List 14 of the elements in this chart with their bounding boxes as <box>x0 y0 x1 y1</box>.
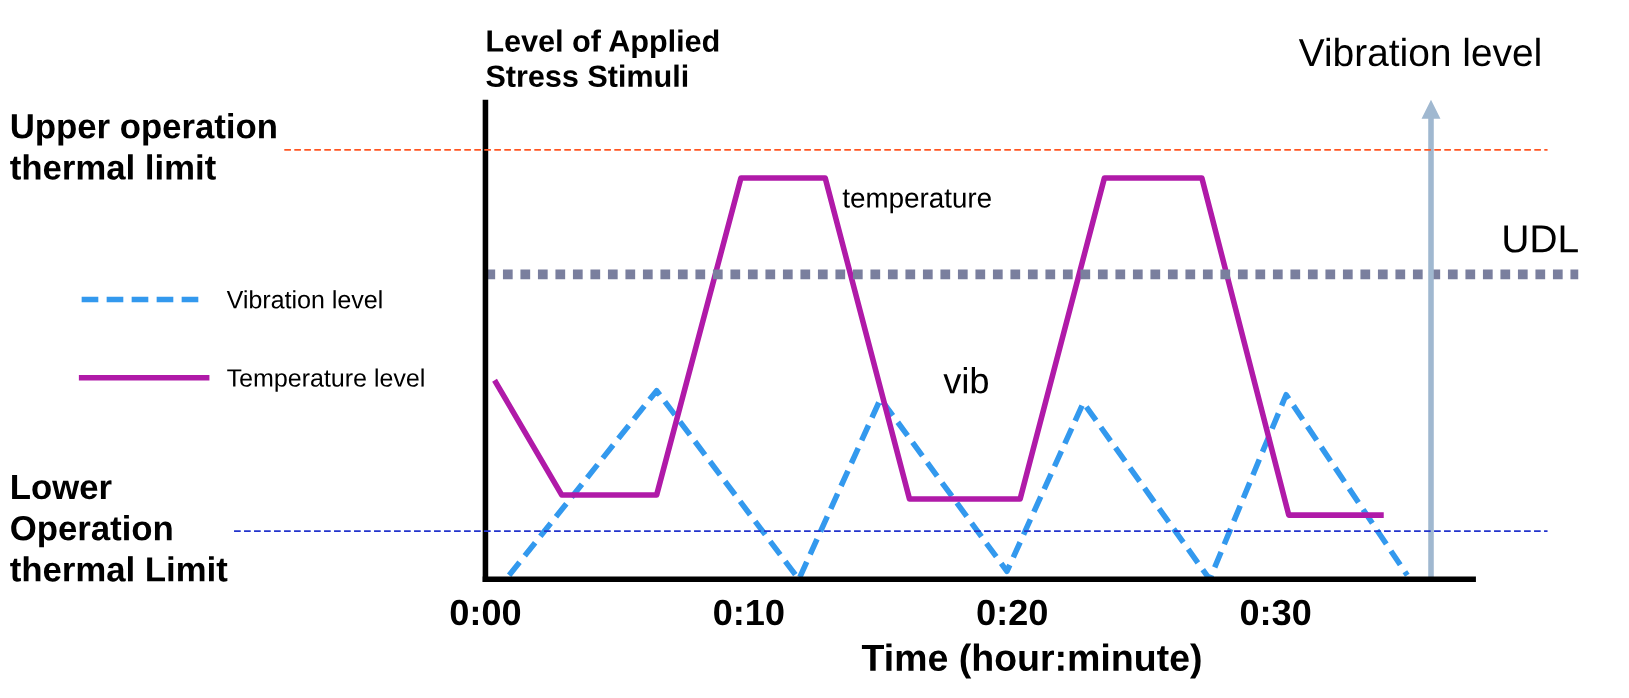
x-axis-title: Time (hour:minute) <box>861 643 1201 679</box>
x-tick-label: 0:10 <box>714 599 784 626</box>
annotation: temperature <box>842 189 991 214</box>
legend-label: Temperature level <box>227 368 424 392</box>
x-tick-label: 0:30 <box>1240 599 1311 626</box>
ref-line-label: UDL <box>1504 225 1578 253</box>
ref-line-label: Upper operation thermal limit <box>10 113 276 180</box>
annotation: vib <box>943 367 988 394</box>
y-axis-title: Level of Applied Stress Stimuli <box>486 29 719 88</box>
legend-label: Vibration level <box>226 290 382 309</box>
ref-line-label: Vibration level <box>1298 37 1540 67</box>
x-tick-label: 0:20 <box>977 599 1047 626</box>
ref-line-label: Lower Operation thermal Limit <box>10 475 228 582</box>
x-tick-label: 0:00 <box>450 599 521 626</box>
